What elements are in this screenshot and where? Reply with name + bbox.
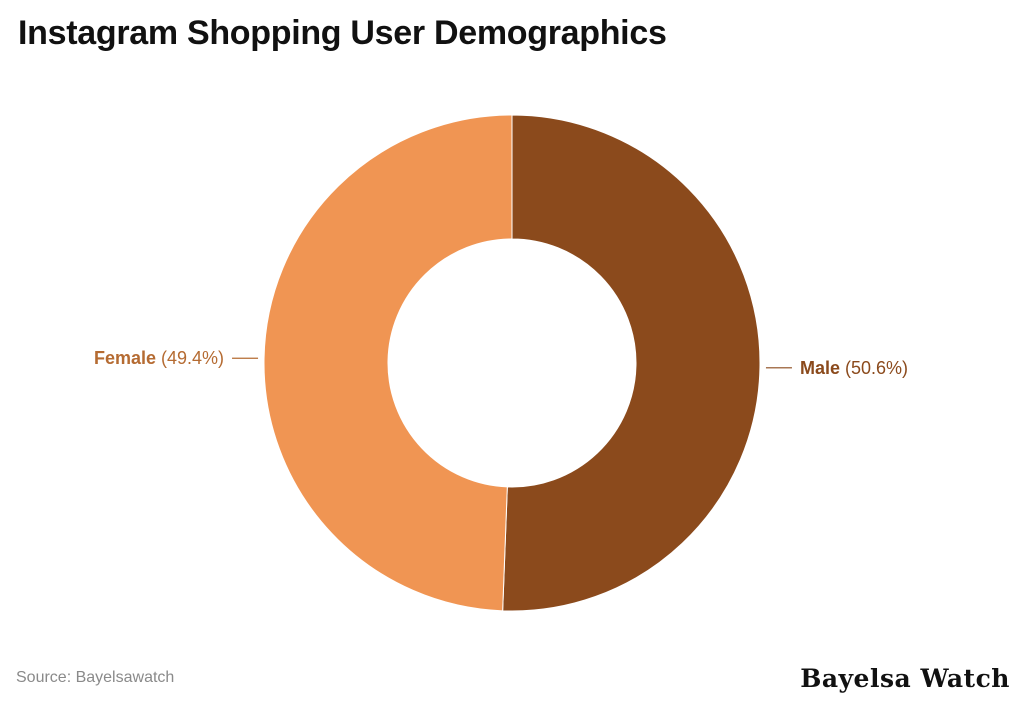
- slices-layer: [263, 114, 761, 612]
- slice-label-value: (50.6%): [840, 358, 908, 378]
- brand-logo: Bayelsa Watch: [800, 664, 1010, 693]
- source-note: Source: Bayelsawatch: [16, 669, 175, 686]
- labels-layer: Male (50.6%) Female (49.4%): [94, 348, 908, 378]
- slice-label-value: (49.4%): [156, 348, 224, 368]
- slice-label-female: Female (49.4%): [94, 348, 224, 368]
- slice-label-name: Female: [94, 348, 156, 368]
- slice-label-male: Male (50.6%): [800, 358, 908, 378]
- slice-male: [502, 114, 761, 612]
- chart-title: Instagram Shopping User Demographics: [18, 14, 667, 52]
- slice-label-name: Male: [800, 358, 840, 378]
- slice-female: [263, 114, 513, 612]
